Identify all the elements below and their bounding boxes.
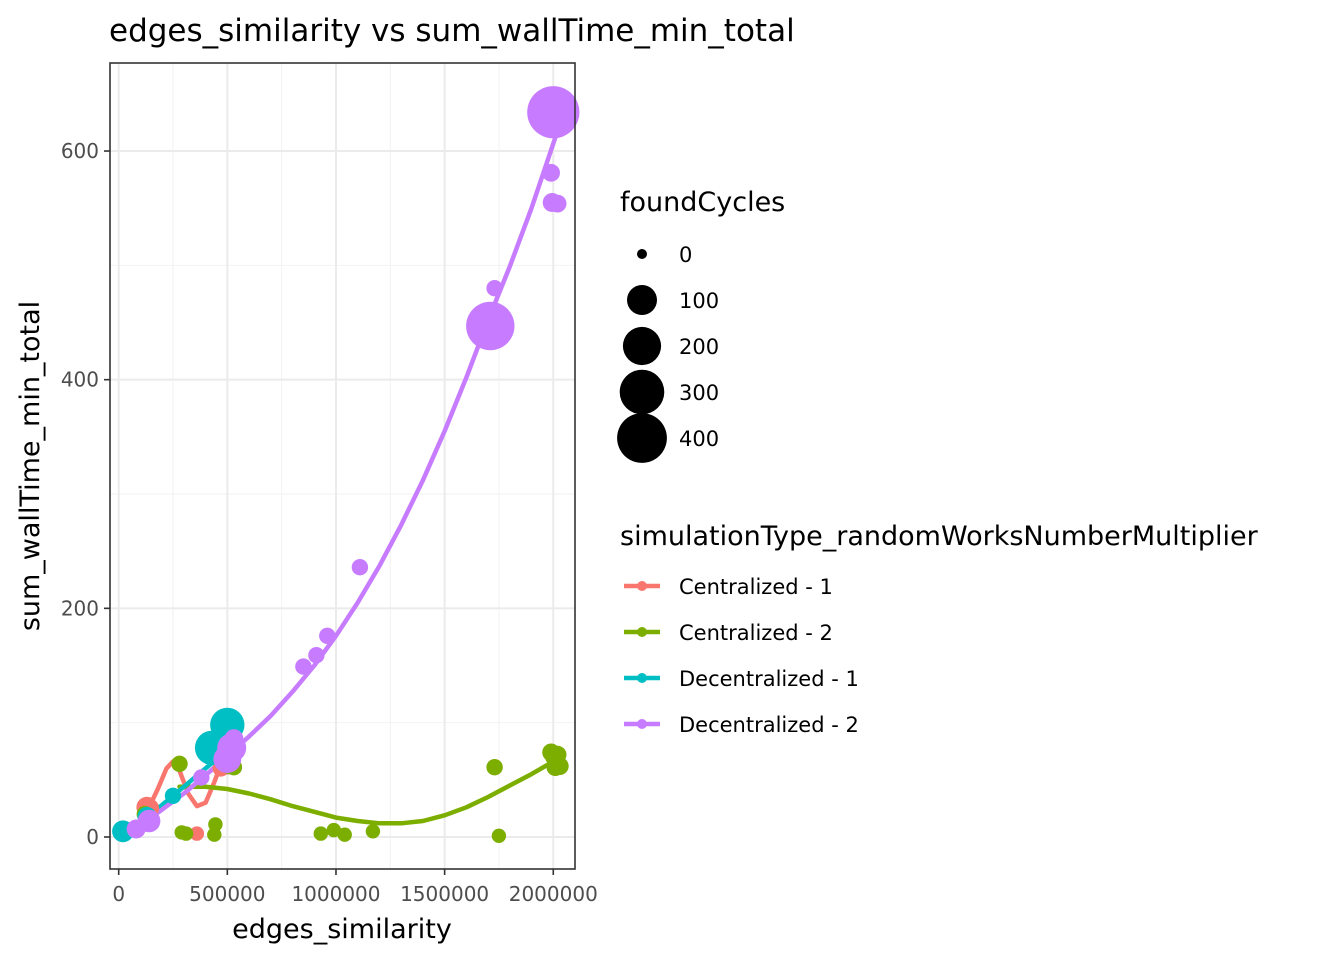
chart-title: edges_similarity vs sum_wallTime_min_tot… bbox=[109, 13, 795, 49]
data-point bbox=[486, 280, 503, 297]
size-legend-label: 0 bbox=[679, 243, 692, 267]
data-point bbox=[326, 822, 341, 838]
y-axis-title: sum_wallTime_min_total bbox=[15, 301, 46, 631]
data-point bbox=[351, 559, 369, 576]
color-legend-label: Decentralized - 2 bbox=[679, 713, 859, 737]
y-tick-label: 400 bbox=[61, 368, 99, 392]
data-point bbox=[319, 627, 336, 644]
size-legend-items: 0 100 200 300 400 bbox=[617, 243, 719, 463]
data-point bbox=[178, 826, 194, 841]
data-point bbox=[224, 729, 244, 749]
data-point bbox=[308, 647, 325, 664]
data-point bbox=[527, 86, 580, 139]
size-legend-title: foundCycles bbox=[620, 187, 785, 218]
color-legend-point bbox=[637, 719, 647, 729]
x-tick-label: 2000000 bbox=[509, 882, 598, 906]
data-point bbox=[550, 757, 569, 775]
color-legend-items: Centralized - 1 Centralized - 2 Decentrali… bbox=[624, 575, 859, 737]
size-legend: foundCycles 0 100 200 300 400 bbox=[617, 187, 785, 463]
color-legend-label: Centralized - 1 bbox=[679, 575, 833, 599]
x-tick-label: 500000 bbox=[189, 882, 265, 906]
size-legend-label: 200 bbox=[679, 335, 719, 359]
grid-minor bbox=[110, 63, 575, 869]
data-point bbox=[208, 817, 223, 832]
size-legend-key bbox=[627, 285, 657, 315]
smooth-line bbox=[177, 759, 556, 826]
color-legend: simulationType_randomWorksNumberMultipli… bbox=[620, 521, 1259, 737]
plot-panel-border bbox=[109, 62, 576, 870]
data-point bbox=[365, 824, 381, 839]
plot-panel-background bbox=[110, 63, 575, 869]
size-legend-key bbox=[622, 326, 662, 366]
color-legend-label: Decentralized - 1 bbox=[679, 667, 859, 691]
color-legend-point bbox=[637, 673, 647, 683]
size-legend-key bbox=[637, 249, 647, 259]
color-legend-point bbox=[637, 627, 647, 637]
size-legend-label: 100 bbox=[679, 289, 719, 313]
size-legend-key bbox=[619, 369, 665, 415]
size-legend-key bbox=[617, 413, 667, 463]
data-point bbox=[491, 828, 507, 843]
data-points bbox=[112, 86, 580, 843]
data-point bbox=[193, 769, 210, 786]
x-tick-label: 1000000 bbox=[291, 882, 380, 906]
data-point bbox=[164, 787, 182, 804]
data-point bbox=[548, 194, 567, 213]
color-legend-title: simulationType_randomWorksNumberMultipli… bbox=[620, 521, 1259, 552]
data-point bbox=[486, 759, 503, 776]
y-axis: 0 200 400 600 bbox=[61, 139, 110, 849]
data-point bbox=[337, 827, 352, 842]
size-legend-label: 300 bbox=[679, 381, 719, 405]
x-axis-title: edges_similarity bbox=[232, 914, 452, 945]
x-tick-label: 0 bbox=[112, 882, 125, 906]
data-point bbox=[466, 301, 515, 351]
data-point bbox=[295, 658, 312, 675]
x-axis: 0 500000 1000000 1500000 2000000 bbox=[112, 869, 598, 906]
data-point bbox=[313, 826, 328, 841]
data-point bbox=[171, 755, 188, 772]
size-legend-label: 400 bbox=[679, 427, 719, 451]
data-point bbox=[542, 163, 560, 182]
y-tick-label: 600 bbox=[61, 139, 99, 163]
color-legend-label: Centralized - 2 bbox=[679, 621, 833, 645]
data-point bbox=[137, 809, 161, 833]
color-legend-point bbox=[637, 581, 647, 591]
y-tick-label: 200 bbox=[61, 596, 99, 620]
data-point bbox=[189, 826, 205, 841]
x-tick-label: 1500000 bbox=[400, 882, 489, 906]
y-tick-label: 0 bbox=[86, 825, 99, 849]
